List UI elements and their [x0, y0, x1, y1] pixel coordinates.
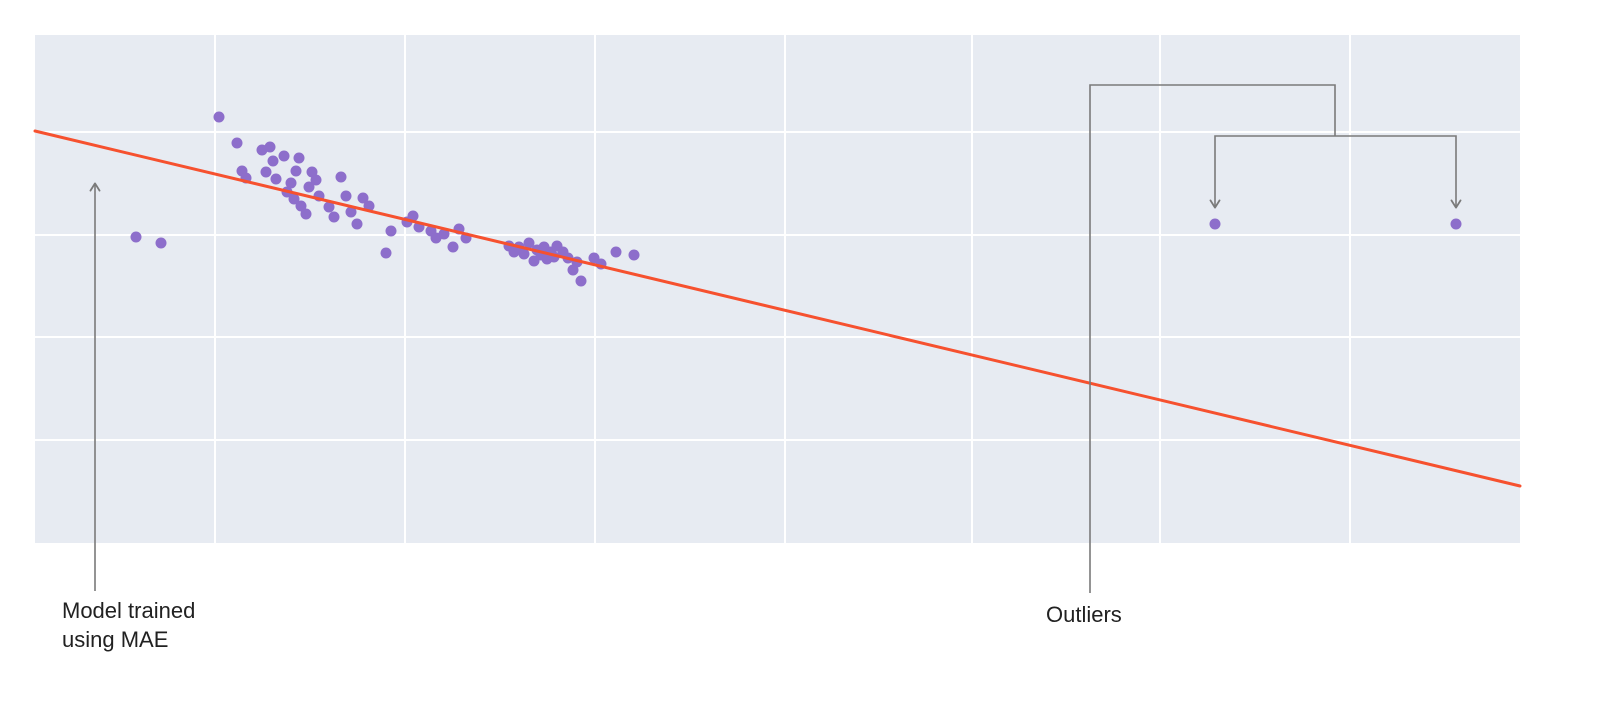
plot-background	[35, 35, 1520, 543]
gridlines	[35, 35, 1520, 543]
annotation-arrows	[89, 84, 1462, 593]
annotation-label-mae: Model trained using MAE	[62, 598, 196, 653]
annotation-label-outliers: Outliers	[1046, 602, 1122, 627]
data-series	[33, 111, 1522, 488]
